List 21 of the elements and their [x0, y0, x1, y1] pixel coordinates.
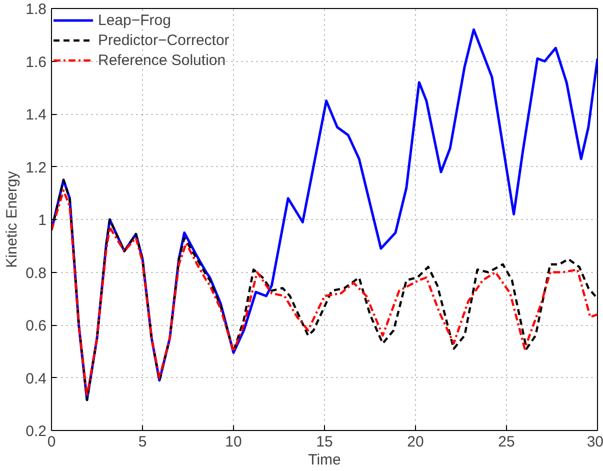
x-tick-label: 0 [47, 434, 56, 450]
y-tick-label: 1.8 [26, 1, 47, 18]
y-tick-label: 1.6 [26, 54, 47, 71]
y-tick-label: 0.2 [26, 423, 47, 440]
x-tick-label: 10 [225, 434, 242, 450]
legend-label: Predictor−Corrector [98, 32, 230, 48]
x-tick-label: 5 [138, 434, 147, 450]
y-tick-label: 1.4 [26, 106, 47, 124]
y-tick-label: 0.4 [26, 370, 47, 388]
x-tick-label: 25 [498, 434, 515, 450]
y-tick-label: 1.2 [26, 159, 47, 176]
x-tick-label: 30 [586, 434, 603, 450]
y-tick-label: 0.6 [26, 318, 47, 334]
y-tick-label: 1 [38, 212, 46, 229]
x-tick-label: 15 [316, 434, 333, 450]
x-tick-label: 20 [407, 434, 424, 450]
y-axis-title: Kinetic Energy [4, 170, 21, 268]
y-tick-label: 0.8 [26, 264, 47, 282]
legend-label: Reference Solution [98, 52, 226, 68]
legend-label: Leap−Frog [98, 12, 171, 28]
x-axis-title: Time [308, 452, 341, 468]
